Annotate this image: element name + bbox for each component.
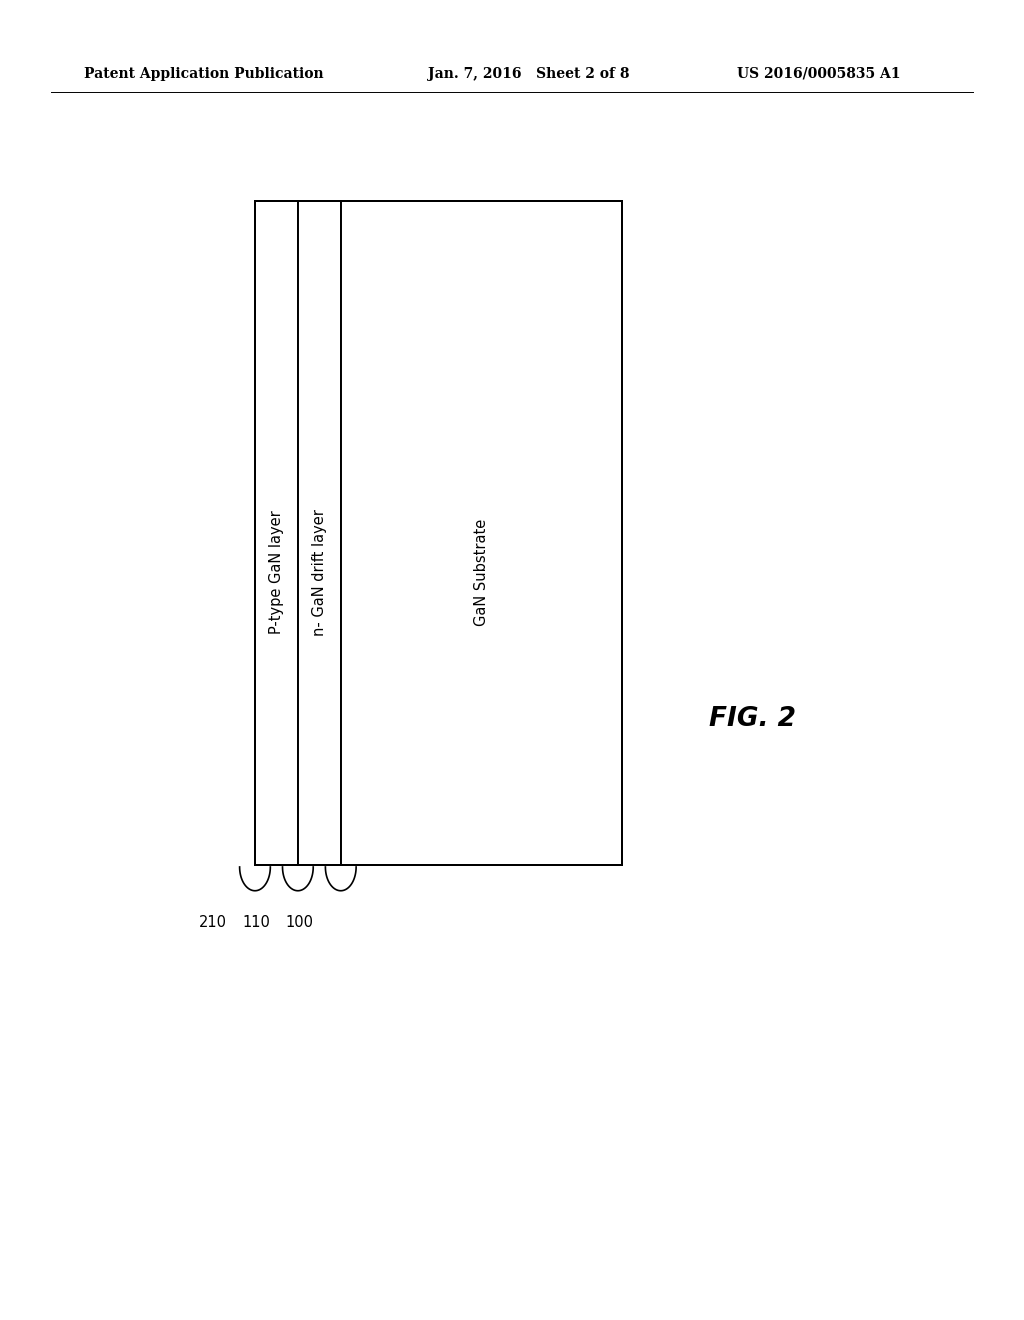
Bar bbox=[255, 201, 622, 865]
Text: Patent Application Publication: Patent Application Publication bbox=[84, 67, 324, 81]
Text: n- GaN drift layer: n- GaN drift layer bbox=[312, 510, 327, 636]
Text: Jan. 7, 2016   Sheet 2 of 8: Jan. 7, 2016 Sheet 2 of 8 bbox=[428, 67, 630, 81]
Text: FIG. 2: FIG. 2 bbox=[710, 706, 796, 733]
Bar bbox=[255, 201, 298, 865]
Bar bbox=[298, 201, 341, 865]
Text: P-type GaN layer: P-type GaN layer bbox=[269, 511, 284, 635]
Text: US 2016/0005835 A1: US 2016/0005835 A1 bbox=[737, 67, 901, 81]
Bar bbox=[341, 201, 622, 865]
Text: GaN Substrate: GaN Substrate bbox=[474, 519, 488, 626]
Text: 110: 110 bbox=[243, 915, 270, 929]
Text: 100: 100 bbox=[285, 915, 313, 929]
Text: 210: 210 bbox=[200, 915, 227, 929]
